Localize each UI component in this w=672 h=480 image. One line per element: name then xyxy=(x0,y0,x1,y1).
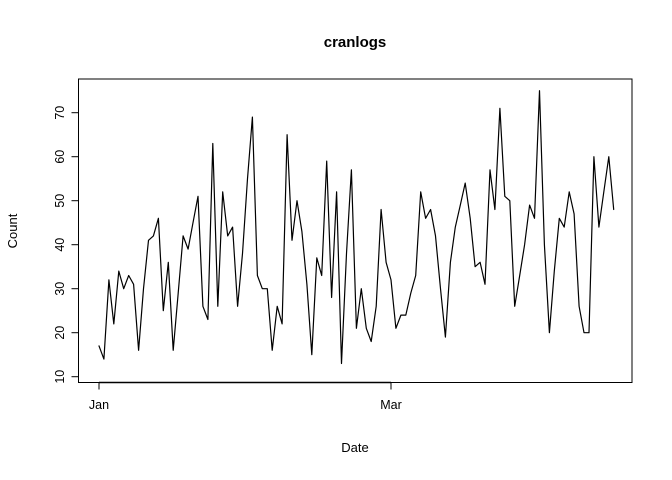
y-tick-label: 30 xyxy=(53,282,67,296)
series-line xyxy=(98,90,615,365)
x-tick-label: Jan xyxy=(89,398,109,412)
chart-title: cranlogs xyxy=(324,34,387,51)
x-tick-label: Mar xyxy=(380,398,402,412)
x-axis-title: Date xyxy=(341,440,368,455)
y-tick-label: 50 xyxy=(53,194,67,208)
plot-box xyxy=(78,78,633,383)
y-tick-label: 70 xyxy=(53,106,67,120)
axis-ticks: 10 20 30 40 50 60 70 Jan Mar xyxy=(53,106,402,412)
y-tick-label: 10 xyxy=(53,370,67,384)
y-axis-title: Count xyxy=(5,213,20,248)
y-tick-label: 60 xyxy=(53,150,67,164)
y-tick-label: 40 xyxy=(53,238,67,252)
y-tick-label: 20 xyxy=(53,326,67,340)
